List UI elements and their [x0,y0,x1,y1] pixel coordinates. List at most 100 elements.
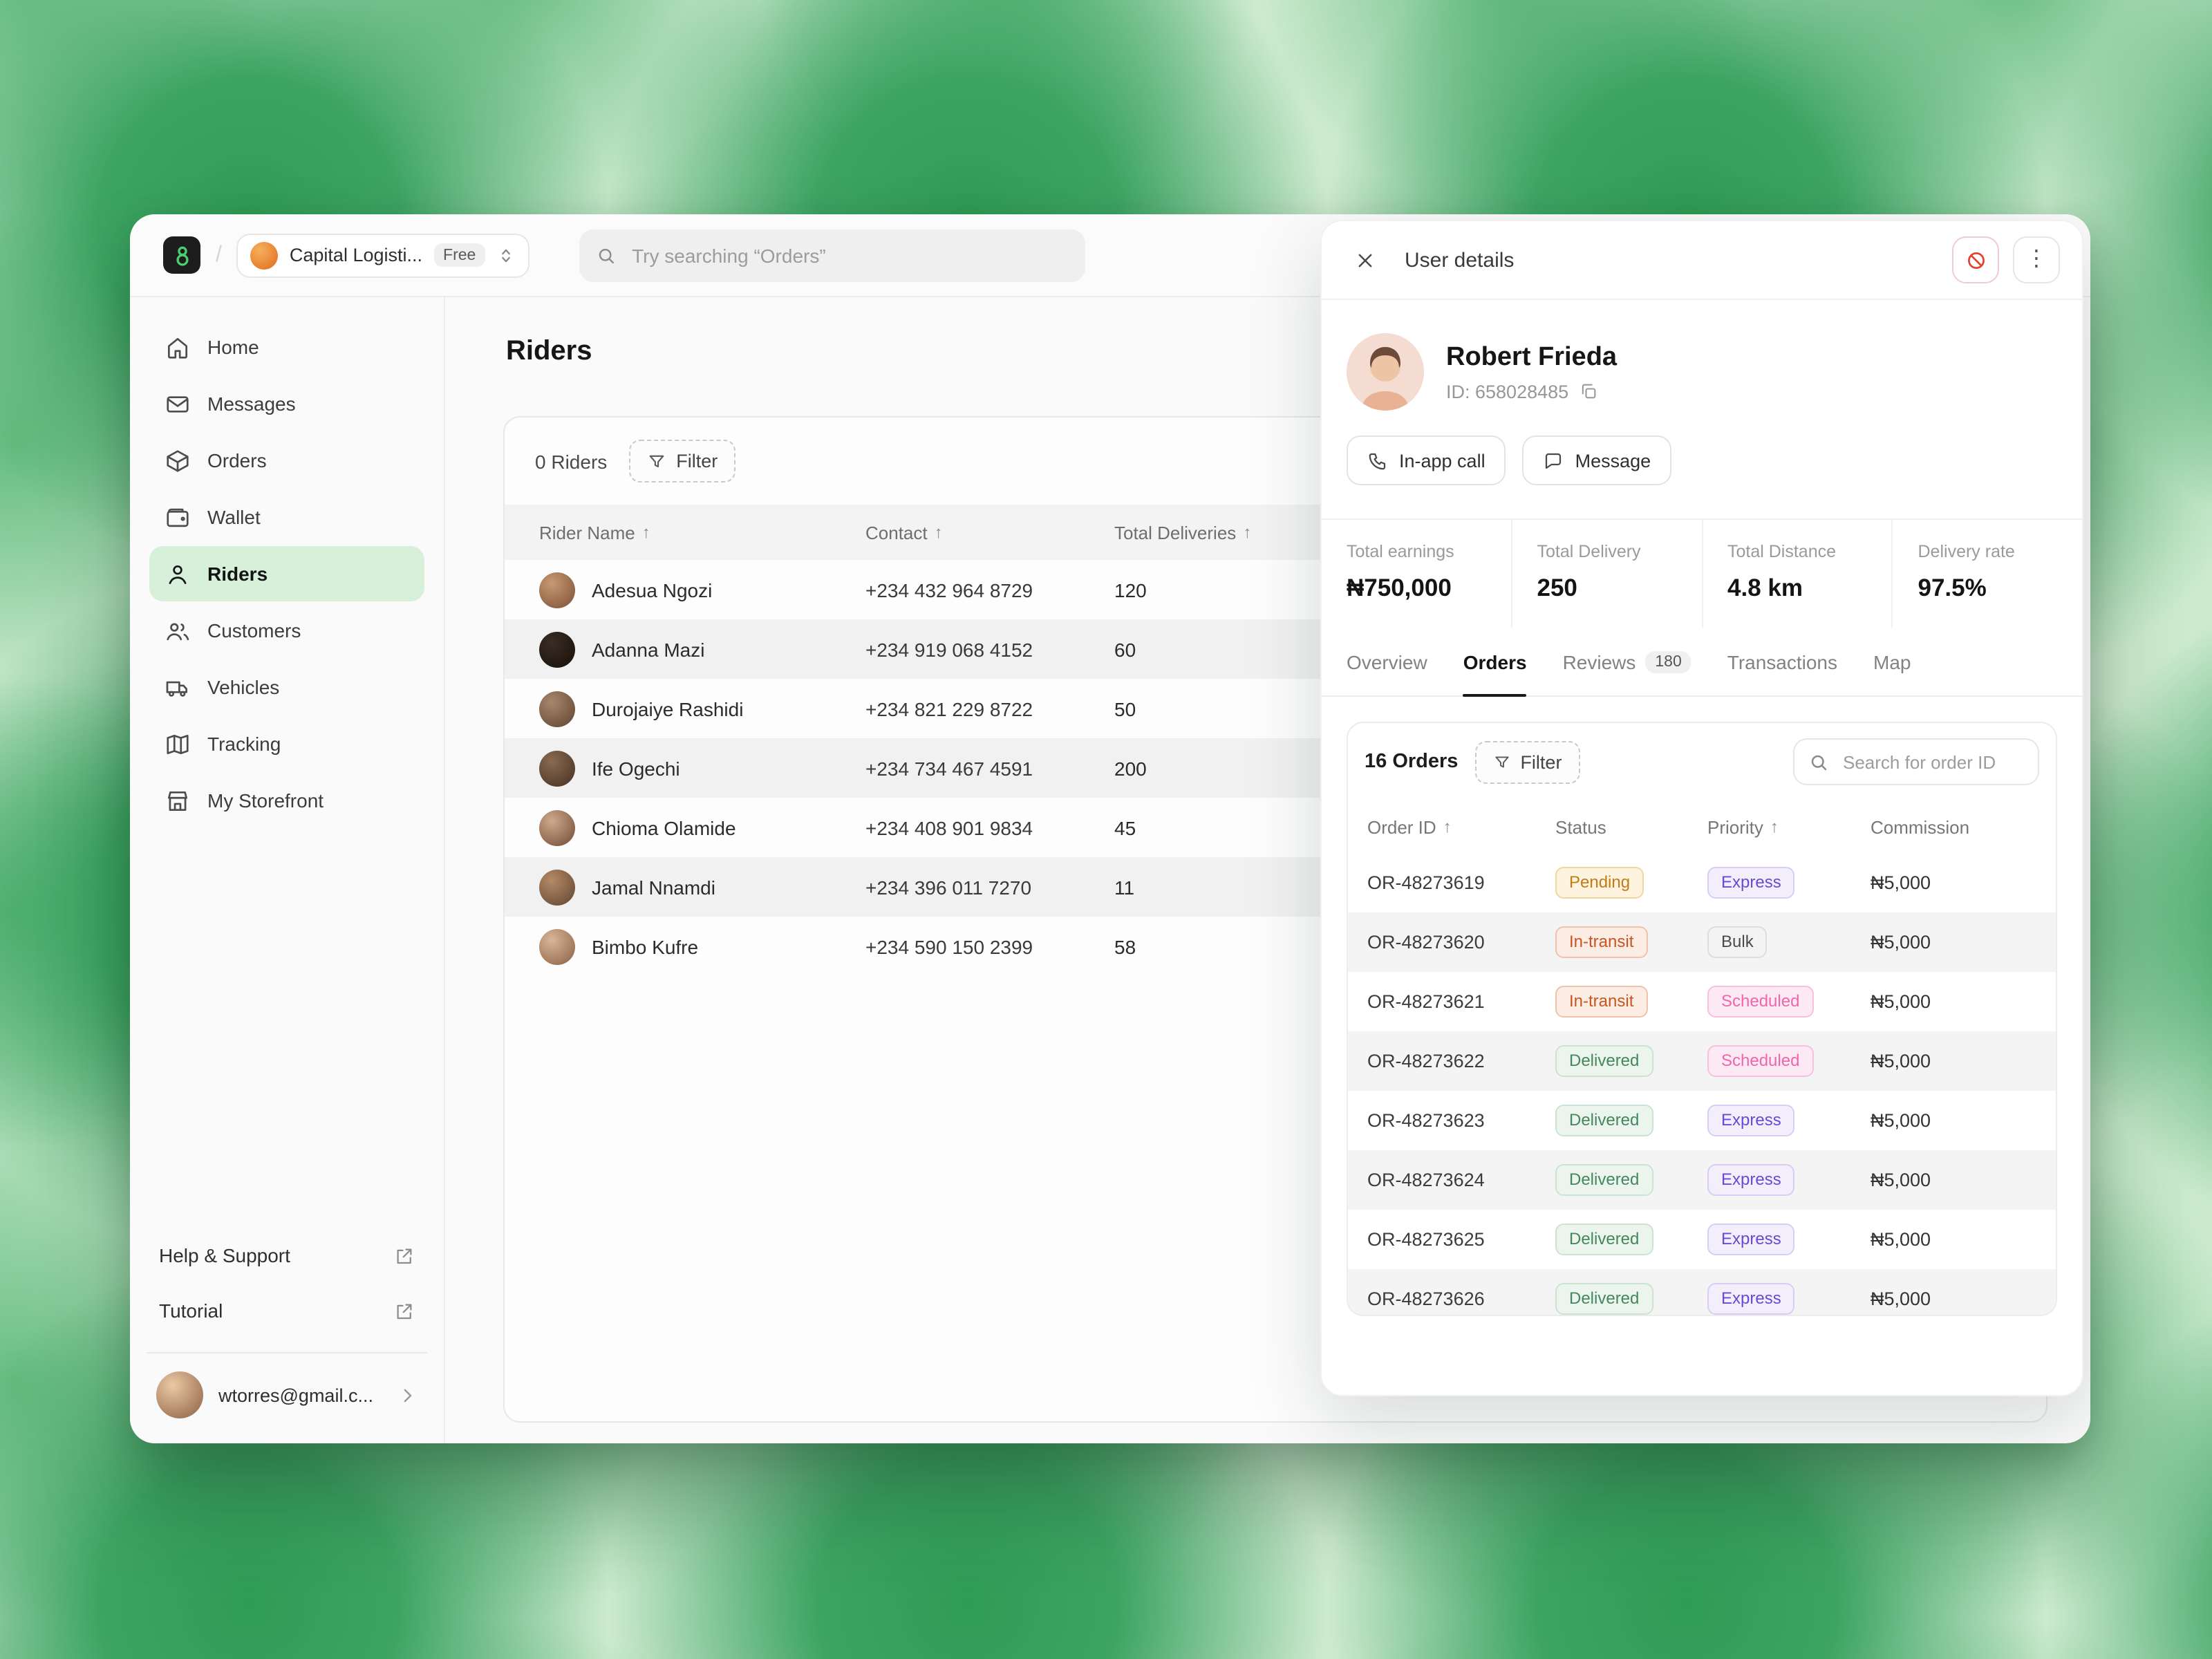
rider-name: Adanna Mazi [592,638,705,660]
sidebar-item-messages[interactable]: Messages [149,376,424,431]
sidebar-item-tracking[interactable]: Tracking [149,716,424,771]
rider-avatar [539,928,575,964]
sidebar-item-wallet[interactable]: Wallet [149,489,424,545]
order-id: OR-48273624 [1367,1170,1485,1190]
order-id: OR-48273626 [1367,1288,1485,1309]
col-header-total-deliveries[interactable]: Total Deliveries ↑ [1114,522,1252,543]
message-label: Message [1575,450,1651,471]
col-header-status: Status [1555,816,1606,837]
workspace-avatar [250,241,279,269]
table-row[interactable]: Durojaiye Rashidi +234 821 229 8722 50 [505,679,2046,738]
close-button[interactable] [1344,239,1385,281]
order-row[interactable]: OR-48273626 Delivered Express ₦5,000 [1348,1269,2056,1315]
stat-total-distance: Total Distance 4.8 km [1701,520,1892,628]
plan-badge: Free [433,243,486,267]
priority-badge: Scheduled [1707,986,1814,1018]
workspace-selector[interactable]: Capital Logisti... Free [236,233,530,277]
rider-person-icon [169,564,187,584]
rider-contact: +234 821 229 8722 [865,697,1033,720]
more-options-button[interactable]: ⋮ [2013,236,2060,283]
account-row[interactable]: wtorres@gmail.c... [149,1353,424,1424]
account-email: wtorres@gmail.c... [218,1385,373,1405]
col-header-rider-name[interactable]: Rider Name ↑ [539,522,650,543]
sidebar-item-customers[interactable]: Customers [149,603,424,658]
drawer-title: User details [1405,248,1515,272]
rider-deliveries: 200 [1114,757,1147,779]
rider-avatar [539,631,575,667]
sidebar-item-label: My Storefront [207,789,324,812]
rider-contact: +234 408 901 9834 [865,816,1033,838]
package-icon [167,449,189,471]
external-link-icon [397,1248,412,1264]
order-commission: ₦5,000 [1871,1288,1931,1309]
global-search [579,229,1086,281]
orders-filter-button[interactable]: Filter [1474,740,1580,783]
page-title: Riders [506,336,592,366]
rider-deliveries: 58 [1114,935,1136,957]
col-header-contact[interactable]: Contact ↑ [865,522,943,543]
help-support-link[interactable]: Help & Support [149,1228,424,1283]
tab-transactions[interactable]: Transactions [1727,650,1837,673]
tab-overview[interactable]: Overview [1347,650,1427,673]
message-button[interactable]: Message [1522,435,1672,485]
order-row[interactable]: OR-48273622 Delivered Scheduled ₦5,000 [1348,1031,2056,1091]
order-row[interactable]: OR-48273624 Delivered Express ₦5,000 [1348,1150,2056,1210]
user-profile-section: Robert Frieda ID: 658028485 In-app call [1322,300,2082,485]
status-badge: In-transit [1555,926,1648,958]
sidebar-item-label: Messages [207,393,296,415]
status-badge: In-transit [1555,986,1648,1018]
order-row[interactable]: OR-48273620 In-transit Bulk ₦5,000 [1348,912,2056,972]
sidebar-item-home[interactable]: Home [149,319,424,375]
status-badge: Delivered [1555,1283,1653,1315]
stat-total-earnings: Total earnings ₦750,000 [1347,542,1454,601]
sort-asc-icon: ↑ [1770,817,1779,836]
app-logo[interactable] [163,236,200,274]
col-header-order-id[interactable]: Order ID ↑ [1367,816,1452,837]
order-row[interactable]: OR-48273625 Delivered Express ₦5,000 [1348,1210,2056,1269]
order-commission: ₦5,000 [1871,1110,1931,1131]
table-row[interactable]: Chioma Olamide +234 408 901 9834 45 [505,798,2046,857]
sort-asc-icon: ↑ [1443,817,1452,836]
block-user-button[interactable] [1952,236,1999,283]
sidebar-item-storefront[interactable]: My Storefront [149,773,424,828]
tab-reviews[interactable]: Reviews 180 [1563,628,1691,695]
rider-name: Jamal Nnamdi [592,876,715,898]
in-app-call-button[interactable]: In-app call [1347,435,1506,485]
order-id: OR-48273620 [1367,932,1485,953]
search-input[interactable] [629,243,1069,268]
order-row[interactable]: OR-48273623 Delivered Express ₦5,000 [1348,1091,2056,1150]
col-header-priority[interactable]: Priority ↑ [1707,816,1779,837]
sidebar-item-label: Riders [207,563,268,585]
status-badge: Delivered [1555,1224,1653,1255]
funnel-icon [649,454,664,467]
circle-slash-icon [1967,252,1984,268]
home-icon [167,337,188,358]
users-icon [167,622,189,640]
drawer-tabs: Overview Orders Reviews 180 Transactions… [1322,628,2082,697]
order-search-input[interactable] [1840,750,2024,774]
sidebar-item-riders[interactable]: Riders [149,546,424,601]
app-window: / Capital Logisti... Free H [130,214,2090,1443]
tutorial-link[interactable]: Tutorial [149,1283,424,1338]
copy-icon[interactable] [1578,382,1597,401]
riders-filter-button[interactable]: Filter [629,440,736,482]
sidebar-item-orders[interactable]: Orders [149,433,424,488]
external-link-icon [397,1303,412,1319]
order-commission: ₦5,000 [1871,1051,1931,1071]
tab-map[interactable]: Map [1873,650,1911,673]
rider-contact: +234 432 964 8729 [865,579,1033,601]
order-row[interactable]: OR-48273621 In-transit Scheduled ₦5,000 [1348,972,2056,1031]
tab-orders[interactable]: Orders [1463,628,1527,697]
order-search [1793,738,2039,785]
workspace-name: Capital Logisti... [289,245,423,265]
orders-count: 16 Orders [1365,751,1459,773]
stat-total-delivery: Total Delivery 250 [1510,520,1702,628]
sidebar-item-label: Vehicles [207,676,280,698]
table-row[interactable]: Bimbo Kufre +234 590 150 2399 58 [505,917,2046,976]
order-row[interactable]: OR-48273619 Pending Express ₦5,000 [1348,853,2056,912]
table-row[interactable]: Adesua Ngozi +234 432 964 8729 120 [505,560,2046,619]
truck-icon [166,680,188,696]
sidebar-item-vehicles[interactable]: Vehicles [149,659,424,715]
order-commission: ₦5,000 [1871,872,1931,893]
filter-label: Filter [1520,751,1562,772]
